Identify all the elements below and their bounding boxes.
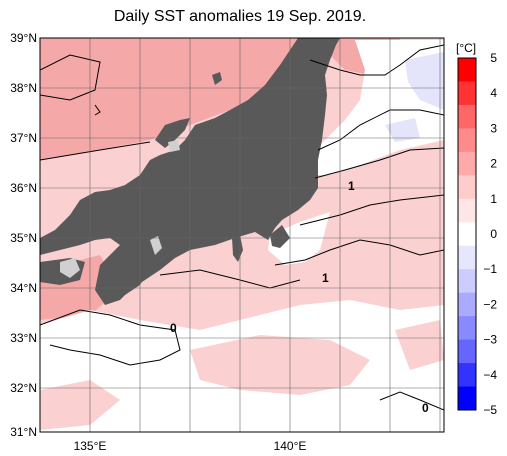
- lon-labels: 135°E 140°E: [74, 439, 307, 453]
- colorbar-cell: [458, 245, 476, 270]
- colorbar-cell: [458, 269, 476, 294]
- lat-label: 38°N: [10, 81, 37, 95]
- contour-label: 1: [348, 179, 355, 193]
- colorbar-cell: [458, 339, 476, 364]
- island-awaji: [60, 258, 80, 278]
- colorbar-tick-label: −5: [483, 403, 497, 417]
- lat-labels: 39°N 38°N 37°N 36°N 35°N 34°N 33°N 32°N …: [10, 31, 37, 439]
- colorbar-cell: [458, 292, 476, 317]
- colorbar-cell: [458, 104, 476, 129]
- map-title: Daily SST anomalies 19 Sep. 2019.: [113, 8, 367, 25]
- lat-label: 32°N: [10, 381, 37, 395]
- anomaly-2-region: [40, 38, 310, 160]
- colorbar: [°C] 5 4 3 2 1 0 −1 −2 −3 −4 −5: [456, 41, 497, 417]
- lon-label: 140°E: [274, 439, 307, 453]
- land-kii: [108, 260, 150, 295]
- lon-label: 135°E: [74, 439, 107, 453]
- colorbar-cell: [458, 58, 476, 82]
- lat-label: 39°N: [10, 31, 37, 45]
- map-area: 1 1 0 0: [40, 38, 444, 432]
- contour-label: 1: [322, 271, 329, 285]
- colorbar-cell: [458, 386, 476, 411]
- colorbar-cell: [458, 222, 476, 247]
- grid-lines: [40, 38, 444, 432]
- colorbar-tick-label: 2: [490, 157, 497, 171]
- colorbar-cell: [458, 175, 476, 200]
- colorbar-tick-label: 1: [490, 192, 497, 206]
- colorbar-tick-label: 0: [490, 227, 497, 241]
- colorbar-tick-label: 3: [490, 121, 497, 135]
- colorbar-tick-label: −4: [483, 368, 497, 382]
- colorbar-tick-label: 5: [490, 51, 497, 65]
- colorbar-cell: [458, 316, 476, 341]
- colorbar-tick-label: 4: [490, 86, 497, 100]
- colorbar-tick-label: −1: [483, 262, 497, 276]
- lat-label: 31°N: [10, 425, 37, 439]
- colorbar-tick-label: −3: [483, 333, 497, 347]
- colorbar-cell: [458, 198, 476, 223]
- contour-label: 0: [170, 321, 177, 335]
- map-frame: [39, 37, 445, 433]
- lat-label: 37°N: [10, 131, 37, 145]
- colorbar-cell: [458, 151, 476, 176]
- colorbar-ticks: 5 4 3 2 1 0 −1 −2 −3 −4 −5: [483, 51, 497, 417]
- colorbar-cell: [458, 363, 476, 388]
- lake-kasumigaura: [168, 140, 180, 152]
- lake-biwa: [150, 236, 162, 255]
- lat-label: 36°N: [10, 181, 37, 195]
- colorbar-frame: [457, 57, 477, 411]
- anomaly-1-patch-a: [190, 335, 370, 395]
- anomaly-neg1-region-b: [385, 118, 420, 142]
- anomaly-1-patch-c: [395, 320, 444, 370]
- anomaly-neg1-region: [405, 52, 444, 110]
- land-boso: [270, 225, 290, 248]
- colorbar-cell: [458, 128, 476, 153]
- lat-label: 34°N: [10, 281, 37, 295]
- anomaly-1-patch-b: [40, 380, 120, 430]
- colorbar-unit: [°C]: [456, 41, 476, 55]
- anomaly-0-region-coast: [268, 212, 330, 265]
- colorbar-cell: [458, 81, 476, 106]
- land-sado: [212, 72, 222, 85]
- contour-lines: [40, 44, 444, 411]
- lat-label: 33°N: [10, 331, 37, 345]
- lat-label: 35°N: [10, 231, 37, 245]
- contour-label: 0: [422, 401, 429, 415]
- colorbar-tick-label: −2: [483, 297, 497, 311]
- colorbar-cells: [458, 58, 476, 411]
- land-noto: [155, 118, 190, 148]
